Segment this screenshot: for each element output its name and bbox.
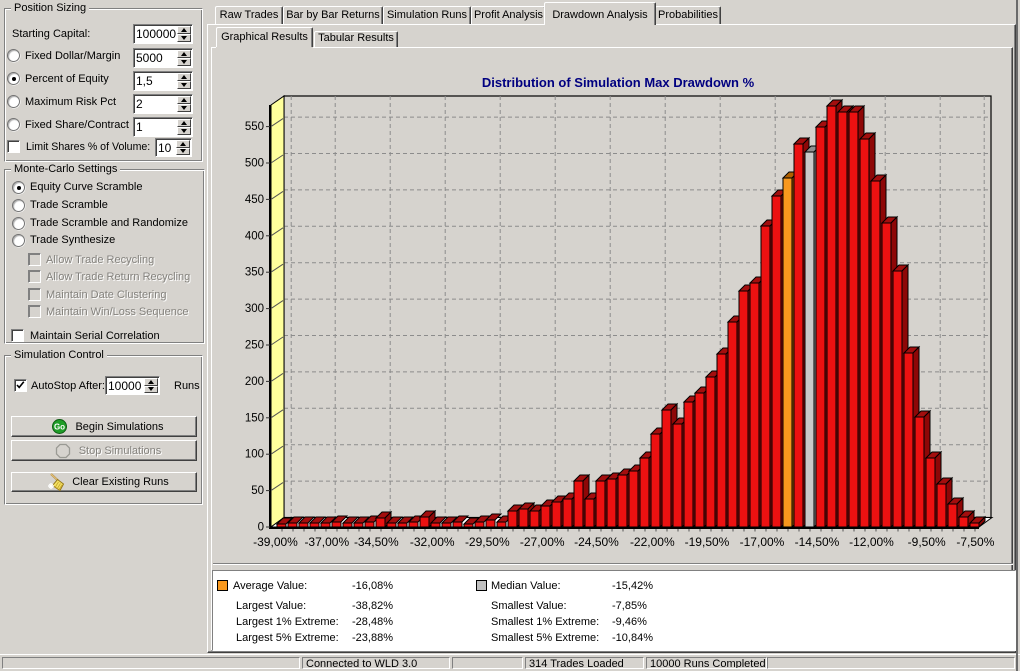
svg-text:-17,00%: -17,00%	[740, 535, 785, 549]
svg-text:-32,00%: -32,00%	[410, 535, 455, 549]
svg-text:400: 400	[245, 230, 264, 242]
svg-text:550: 550	[245, 121, 264, 133]
svg-text:150: 150	[245, 412, 264, 424]
svg-text:0: 0	[258, 522, 264, 534]
svg-text:350: 350	[245, 267, 264, 279]
svg-text:Distribution of Simulation Max: Distribution of Simulation Max Drawdown …	[482, 75, 755, 90]
svg-text:300: 300	[245, 303, 264, 315]
svg-text:-34,50%: -34,50%	[354, 535, 399, 549]
svg-text:-24,50%: -24,50%	[574, 535, 619, 549]
svg-text:Go: Go	[54, 423, 65, 432]
svg-text:-14,50%: -14,50%	[795, 535, 840, 549]
svg-text:450: 450	[245, 194, 264, 206]
svg-text:-19,50%: -19,50%	[685, 535, 730, 549]
svg-text:250: 250	[245, 340, 264, 352]
svg-text:100: 100	[245, 449, 264, 461]
svg-text:-27,00%: -27,00%	[520, 535, 565, 549]
svg-text:-37,00%: -37,00%	[304, 535, 349, 549]
svg-text:-9,50%: -9,50%	[908, 535, 946, 549]
svg-text:200: 200	[245, 376, 264, 388]
svg-text:500: 500	[245, 158, 264, 170]
svg-text:-39,00%: -39,00%	[253, 535, 298, 549]
svg-text:-7,50%: -7,50%	[956, 535, 994, 549]
svg-text:-29,50%: -29,50%	[465, 535, 510, 549]
svg-text:-22,00%: -22,00%	[630, 535, 675, 549]
svg-text:-12,00%: -12,00%	[849, 535, 894, 549]
svg-text:50: 50	[251, 485, 264, 497]
